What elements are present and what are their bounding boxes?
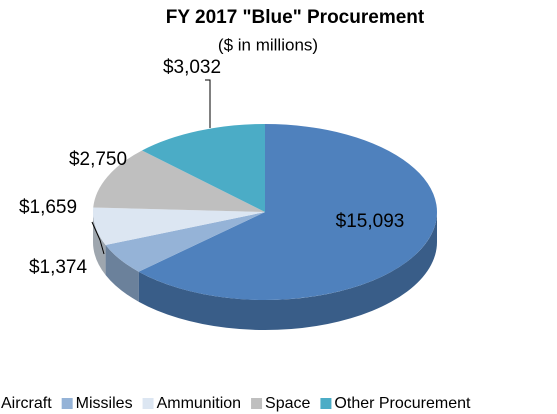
- chart-title: FY 2017 "Blue" Procurement: [166, 7, 425, 28]
- legend-label: Ammunition: [157, 395, 241, 412]
- legend-label: Missiles: [76, 395, 133, 412]
- pie-slice-side: [105, 245, 139, 302]
- pie-slice-side: [138, 212, 437, 331]
- leader-line: [91, 221, 105, 255]
- data-label: $1,374: [29, 257, 88, 278]
- data-label: $2,750: [69, 149, 127, 170]
- pie-slice-side: [93, 212, 106, 276]
- pie-slice: [105, 212, 266, 272]
- chart-subtitle: ($ in millions): [218, 35, 318, 54]
- legend-label: Aircraft: [1, 395, 52, 412]
- legend-swatch: [320, 398, 332, 409]
- data-label: $15,093: [336, 211, 405, 232]
- data-label: $1,659: [19, 197, 77, 218]
- data-label: $3,032: [163, 57, 221, 78]
- pie-slice: [92, 207, 265, 246]
- pie-slice: [138, 124, 437, 301]
- leader-line: [205, 79, 211, 128]
- legend-label: Other Procurement: [334, 395, 471, 412]
- legend-label: Space: [265, 395, 310, 412]
- legend-swatch: [61, 398, 73, 409]
- pie-slice: [93, 150, 265, 212]
- legend-swatch: [251, 398, 263, 409]
- legend-swatch: [142, 398, 154, 409]
- pie-slice: [141, 124, 265, 212]
